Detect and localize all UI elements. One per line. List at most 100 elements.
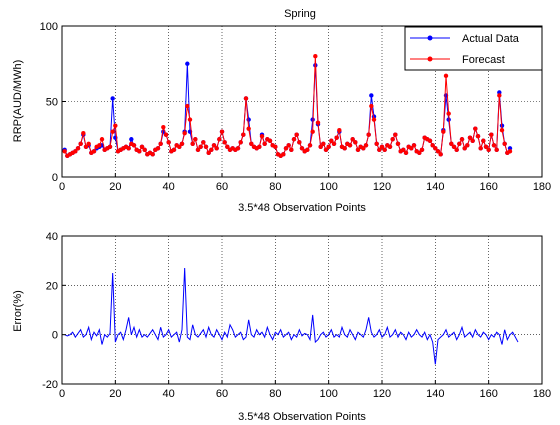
forecast-point	[500, 128, 504, 132]
forecast-point	[204, 145, 208, 149]
error-series-group	[65, 268, 518, 364]
forecast-point	[92, 149, 96, 153]
rrp-x-tick-label: 120	[373, 181, 391, 193]
forecast-point	[438, 152, 442, 156]
chart-title: Spring	[284, 8, 316, 20]
forecast-point	[236, 146, 240, 150]
forecast-point	[241, 133, 245, 137]
forecast-point	[185, 104, 189, 108]
error-y-axis-label: Error(%)	[12, 290, 24, 332]
forecast-point	[244, 96, 248, 100]
forecast-point	[100, 137, 104, 141]
error-x-tick-label: 100	[319, 388, 337, 400]
error-x-axis-label: 3.5*48 Observation Points	[238, 411, 366, 423]
error-x-tick-label: 120	[373, 388, 391, 400]
actual-data-point	[110, 96, 114, 100]
forecast-point	[78, 142, 82, 146]
rrp-plot: 0 20 40 60 80 100 120 140 160 180050100 3.5*48 Ob…	[12, 21, 551, 214]
forecast-point	[108, 145, 112, 149]
forecast-point	[110, 130, 114, 134]
forecast-point	[321, 142, 325, 146]
forecast-point	[454, 148, 458, 152]
forecast-point	[273, 145, 277, 149]
forecast-point	[489, 133, 493, 137]
forecast-point	[497, 93, 501, 97]
forecast-point	[281, 152, 285, 156]
forecast-point	[286, 143, 290, 147]
legend-actual-marker	[428, 36, 433, 41]
forecast-point	[390, 137, 394, 141]
error-x-tick-label: 0	[59, 388, 65, 400]
forecast-point	[113, 123, 117, 127]
forecast-point	[262, 142, 266, 146]
rrp-x-axis-label: 3.5*48 Observation Points	[238, 202, 366, 214]
rrp-y-axis-label: RRP(AUD/MWh)	[12, 60, 24, 143]
forecast-point	[353, 140, 357, 144]
forecast-point	[316, 120, 320, 124]
forecast-point	[465, 143, 469, 147]
forecast-point	[374, 142, 378, 146]
forecast-point	[190, 142, 194, 146]
error-series-line	[65, 268, 518, 364]
rrp-y-tick-label: 0	[52, 172, 58, 184]
forecast-point	[382, 148, 386, 152]
error-x-tick-label: 60	[216, 388, 228, 400]
forecast-point	[161, 125, 165, 129]
forecast-point	[404, 151, 408, 155]
forecast-point	[473, 126, 477, 130]
rrp-x-tick-label: 20	[109, 181, 121, 193]
forecast-point	[246, 126, 250, 130]
forecast-point	[342, 146, 346, 150]
legend-actual-label: Actual Data	[462, 33, 520, 45]
legend-forecast-marker	[428, 57, 433, 62]
forecast-point	[220, 130, 224, 134]
forecast-point	[62, 149, 66, 153]
error-grid	[62, 236, 542, 384]
actual-data-point	[246, 117, 250, 121]
forecast-point	[268, 139, 272, 143]
forecast-point	[310, 130, 314, 134]
forecast-point	[76, 146, 80, 150]
forecast-point	[494, 148, 498, 152]
forecast-point	[294, 133, 298, 137]
error-y-tick-label: 20	[46, 280, 58, 292]
forecast-point	[364, 143, 368, 147]
error-x-tick-label: 40	[163, 388, 175, 400]
forecast-point	[166, 140, 170, 144]
forecast-point	[257, 145, 261, 149]
forecast-point	[238, 140, 242, 144]
forecast-point	[158, 142, 162, 146]
forecast-point	[214, 146, 218, 150]
forecast-point	[86, 142, 90, 146]
forecast-point	[222, 140, 226, 144]
rrp-x-tick-label: 60	[216, 181, 228, 193]
forecast-point	[164, 133, 168, 137]
forecast-point	[297, 140, 301, 144]
forecast-point	[150, 152, 154, 156]
forecast-point	[126, 146, 130, 150]
forecast-point	[388, 145, 392, 149]
rrp-x-tick-label: 100	[319, 181, 337, 193]
actual-data-point	[185, 62, 189, 66]
forecast-point	[396, 142, 400, 146]
forecast-point	[502, 142, 506, 146]
forecast-point	[444, 74, 448, 78]
rrp-x-tick-label: 180	[533, 181, 551, 193]
forecast-point	[372, 117, 376, 121]
rrp-y-tick-label: 50	[46, 97, 58, 109]
legend-forecast-label: Forecast	[462, 54, 505, 66]
rrp-x-tick-label: 140	[426, 181, 444, 193]
forecast-point	[337, 128, 341, 132]
forecast-point	[486, 148, 490, 152]
forecast-point	[348, 143, 352, 147]
forecast-point	[478, 146, 482, 150]
forecast-point	[201, 140, 205, 144]
forecast-point	[420, 148, 424, 152]
forecast-point	[476, 134, 480, 138]
forecast-point	[441, 130, 445, 134]
rrp-x-tick-label: 40	[163, 181, 175, 193]
error-x-tick-label: 80	[269, 388, 281, 400]
forecast-point	[332, 142, 336, 146]
